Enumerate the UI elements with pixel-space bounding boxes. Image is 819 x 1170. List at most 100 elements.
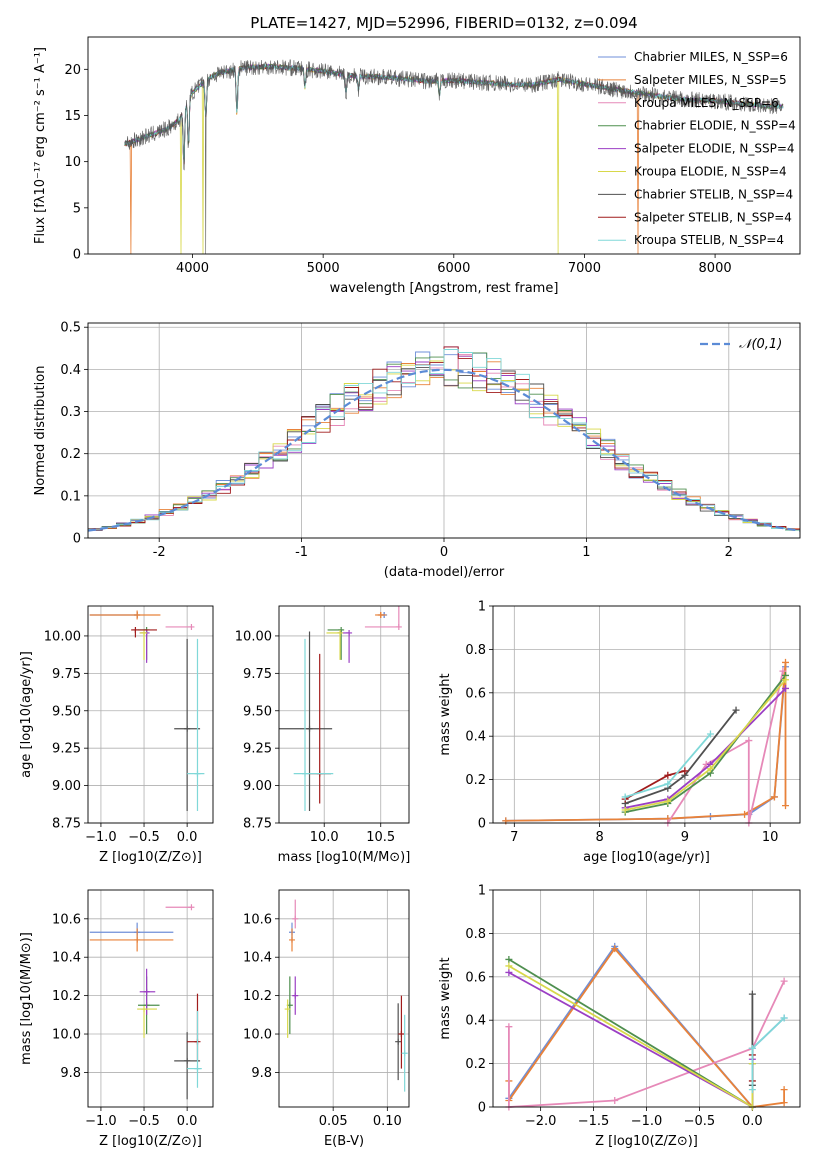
legend-label: 𝒩(0,1) [739,337,782,352]
point-salpeter_miles [377,611,384,618]
errorbars [279,606,402,812]
point-chabrier_stelib [184,1057,191,1064]
x-tick-label: −0.5 [128,1114,160,1129]
x-tick-label: −0.5 [684,1114,716,1129]
weight-marker-kroupa_miles [780,977,788,985]
y-tick-label: 10.2 [243,989,272,1004]
y-tick-label: 9.25 [243,742,272,757]
age_vs_Z-chart: −1.0 −0.5 0.0 8.75 9.00 9.25 9.50 9.75 10.00 Z [l… [19,605,214,865]
legend: Chabrier MILES, N_SSP=6 Salpeter MILES, N… [598,50,796,247]
y-tick-label: 9.75 [52,667,81,682]
x-axis-label: (data-model)/error [384,565,505,580]
y-tick-label: 10.6 [52,912,81,927]
y-tick-label: 1 [478,884,486,899]
x-tick-label: 7 [510,830,518,845]
legend-label: Chabrier STELIB, N_SSP=4 [634,187,793,201]
weight-line-salpeter_elodie [625,687,787,809]
point-chabrier_stelib [395,1038,402,1045]
point-salpeter_elodie [292,992,299,999]
x-tick-label: −1.0 [631,1114,663,1129]
x-tick-label: 0 [440,545,448,560]
y-tick-label: 10 [64,155,81,170]
point-salpeter_elodie [346,629,353,636]
weight-marker-salpeter_stelib [664,771,672,779]
x-tick-label: 8 [595,830,603,845]
point-kroupa_miles [395,623,402,630]
y-tick-label: 10.00 [235,629,272,644]
y-tick-label: 10.0 [243,1028,272,1043]
y-tick-label: 9.75 [243,667,272,682]
x-tick-label: 9 [681,830,689,845]
y-tick-label: 0.3 [60,405,81,420]
point-chabrier_stelib [306,725,313,732]
y-axis-label: Flux [fλ10⁻¹⁷ erg cm⁻² s⁻¹ A⁻¹] [33,47,48,244]
y-tick-label: 9.50 [52,704,81,719]
weight-marker-salpeter_miles [782,802,790,810]
legend-label: Salpeter STELIB, N_SSP=4 [634,210,792,224]
x-tick-label: 8000 [699,261,732,276]
weight-marker-kroupa_stelib [748,1044,756,1052]
errorbars [89,904,202,1100]
point-salpeter_miles [289,936,295,943]
mass_vs_ebv-chart: 0.05 0.10 9.8 10.0 10.2 10.4 10.6 E(B-V) [243,889,410,1149]
weight-marker-kroupa_miles [505,1023,513,1031]
y-tick-label: 9.00 [52,779,81,794]
weight-marker-kroupa_stelib [748,1086,756,1094]
x-tick-label: −1.0 [85,1114,117,1129]
weight-marker-salpeter_elodie [782,684,790,692]
y-tick-label: 0 [73,248,81,263]
legend-label: Salpeter MILES, N_SSP=5 [634,73,787,87]
y-tick-label: 10.4 [243,951,272,966]
y-tick-label: 15 [64,109,81,124]
point-kroupa_miles [188,623,195,630]
weight-marker-salpeter_elodie [505,968,513,976]
y-tick-label: 9.00 [243,779,272,794]
x-tick-label: −0.5 [128,830,160,845]
histogram-steps [88,346,800,533]
errorbars [89,610,205,812]
axes-frame [87,605,214,824]
x-tick-label: 0.0 [742,1114,763,1129]
axes-frame [87,322,801,539]
x-tick-label: 0.05 [319,1114,348,1129]
y-tick-label: 8.75 [243,817,272,832]
weight-marker-salpeter_miles [611,945,619,953]
legend-label: Chabrier MILES, N_SSP=6 [634,50,788,64]
weight-line-kroupa_elodie [625,679,787,811]
y-tick-label: 0.4 [465,730,486,745]
x-tick-label: −1.0 [85,830,117,845]
y-tick-label: 9.25 [52,742,81,757]
x-axis-label: E(B-V) [324,1134,364,1149]
weight-marker-chabrier_stelib [732,706,740,714]
y-tick-label: 0.2 [465,1057,486,1072]
y-tick-label: 10.2 [52,989,81,1004]
y-tick-label: 20 [64,63,81,78]
weight-marker-salpeter_miles [741,810,749,818]
weight-marker-salpeter_miles [780,1086,788,1094]
axes-frame [492,605,801,824]
axes-frame [492,889,801,1108]
weight-marker-kroupa_stelib [664,780,672,788]
weight-marker-chabrier_stelib [748,990,756,998]
y-tick-label: 5 [73,201,81,216]
mass_vs_Z-chart: −1.0 −0.5 0.0 9.8 10.0 10.2 10.4 10.6 Z [log10(Z… [19,889,214,1149]
x-tick-label: 4000 [176,261,209,276]
x-tick-label: 7000 [568,261,601,276]
y-tick-label: 0.2 [465,773,486,788]
y-tick-label: 0.5 [60,321,81,336]
weight-marker-kroupa_stelib [706,730,714,738]
y-tick-label: 9.8 [251,1066,272,1081]
x-axis-label: Z [log10(Z/Z⊙)] [595,1134,698,1149]
x-tick-label: 10.0 [310,830,339,845]
weight-marker-kroupa_stelib [780,1014,788,1022]
y-tick-label: 0 [478,817,486,832]
x-tick-label: 2 [725,545,733,560]
axes-frame [87,36,801,255]
weight-marker-salpeter_miles [782,658,790,666]
weight-marker-salpeter_miles [770,793,778,801]
x-tick-label: 0.10 [373,1114,402,1129]
weight-marker-salpeter_miles [780,1099,788,1107]
x-tick-label: 1 [582,545,590,560]
residuals-chart: -2 -1 0 1 2 0 0.1 0.2 0.3 0.4 0.5 (data-model)/erro… [33,321,801,580]
